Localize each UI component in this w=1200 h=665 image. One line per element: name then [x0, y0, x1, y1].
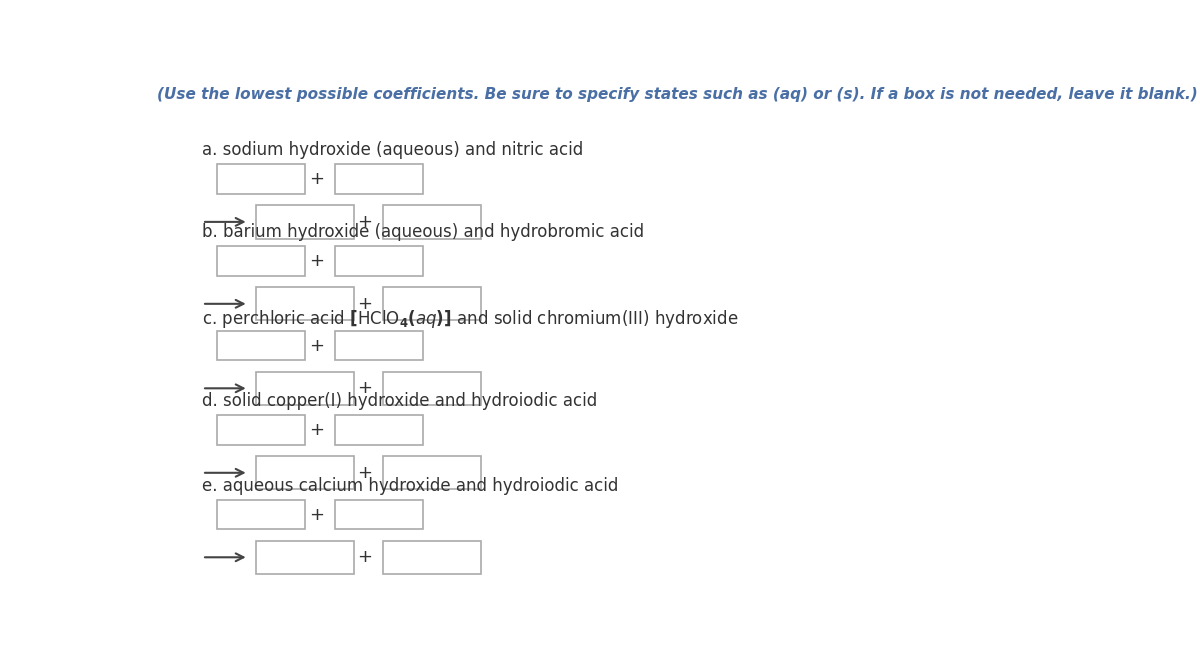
Bar	[384, 372, 481, 405]
Text: +: +	[358, 295, 372, 313]
Text: +: +	[308, 336, 324, 354]
Bar	[384, 456, 481, 489]
Bar	[335, 164, 424, 194]
Text: +: +	[308, 421, 324, 439]
Bar	[335, 331, 424, 360]
Text: +: +	[308, 170, 324, 188]
Text: e. aqueous calcium hydroxide and hydroiodic acid: e. aqueous calcium hydroxide and hydroio…	[202, 477, 618, 495]
Bar	[256, 205, 354, 239]
Bar	[217, 415, 305, 445]
Bar	[256, 456, 354, 489]
Text: +: +	[358, 464, 372, 482]
Bar	[384, 541, 481, 574]
Text: +: +	[308, 505, 324, 523]
Text: +: +	[308, 252, 324, 270]
Bar	[335, 246, 424, 276]
Bar	[256, 287, 354, 321]
Text: +: +	[358, 548, 372, 567]
Bar	[335, 499, 424, 529]
Text: +: +	[358, 213, 372, 231]
Bar	[256, 372, 354, 405]
Bar	[256, 541, 354, 574]
Bar	[384, 287, 481, 321]
Text: +: +	[358, 379, 372, 397]
Text: d. solid copper(I) hydroxide and hydroiodic acid: d. solid copper(I) hydroxide and hydroio…	[202, 392, 598, 410]
Bar	[217, 164, 305, 194]
Text: c. perchloric acid $\mathbf{[\mathrm{HClO}_4(}$$\mathbf{\mathit{aq}}$$\mathbf{)]: c. perchloric acid $\mathbf{[\mathrm{HCl…	[202, 308, 738, 330]
Bar	[217, 246, 305, 276]
Bar	[384, 205, 481, 239]
Bar	[217, 331, 305, 360]
Bar	[335, 415, 424, 445]
Bar	[217, 499, 305, 529]
Text: b. barium hydroxide (aqueous) and hydrobromic acid: b. barium hydroxide (aqueous) and hydrob…	[202, 223, 644, 241]
Text: a. sodium hydroxide (aqueous) and nitric acid: a. sodium hydroxide (aqueous) and nitric…	[202, 141, 583, 159]
Text: (Use the lowest possible coefficients. Be sure to specify states such as (aq) or: (Use the lowest possible coefficients. B…	[157, 88, 1198, 102]
